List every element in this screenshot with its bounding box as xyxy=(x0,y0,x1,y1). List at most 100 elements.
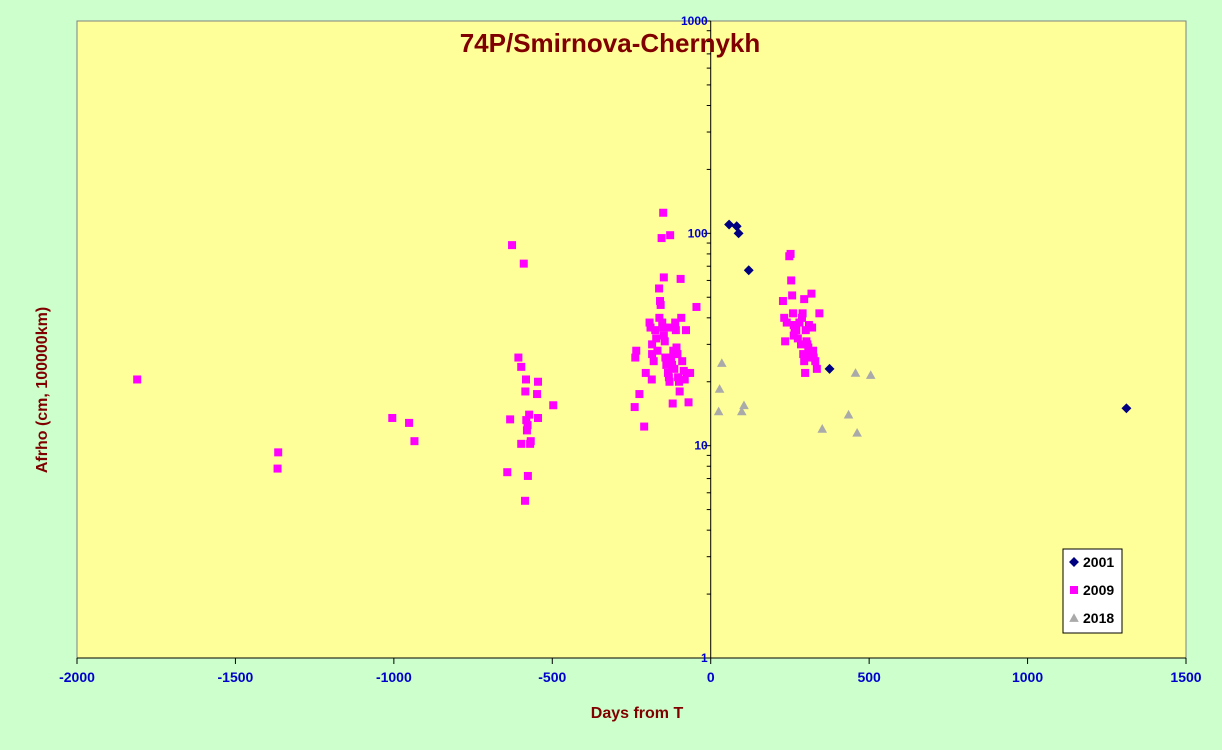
data-point-2009 xyxy=(635,390,644,399)
data-point-2001 xyxy=(743,265,754,276)
data-point-2018 xyxy=(739,400,749,410)
data-point-2009 xyxy=(812,364,821,373)
data-point-2009 xyxy=(665,323,674,332)
x-tick-label: 500 xyxy=(857,669,881,685)
data-point-2009 xyxy=(519,259,528,268)
x-axis-title: Days from T xyxy=(591,705,684,722)
data-point-2018 xyxy=(843,409,854,419)
data-point-2018 xyxy=(865,370,876,379)
data-point-2009 xyxy=(663,368,672,377)
x-tick-label: -1000 xyxy=(376,669,412,685)
data-point-2009 xyxy=(522,416,531,425)
plot-background xyxy=(76,20,1187,659)
data-point-2009 xyxy=(789,331,798,340)
data-point-2009 xyxy=(655,313,664,322)
data-point-2009 xyxy=(653,346,662,355)
legend-label-2001: 2001 xyxy=(1083,554,1114,570)
data-point-2009 xyxy=(274,448,283,457)
data-point-2018 xyxy=(736,406,747,416)
data-point-2009 xyxy=(647,375,656,384)
data-point-2009 xyxy=(405,418,414,427)
x-tick-label: -2000 xyxy=(59,669,95,685)
data-point-2009 xyxy=(651,326,660,335)
data-point-2009 xyxy=(508,241,517,250)
data-point-2009 xyxy=(792,326,801,335)
x-tick-label: 1000 xyxy=(1012,669,1043,685)
data-point-2001 xyxy=(1121,403,1132,414)
data-point-2009 xyxy=(667,353,676,362)
data-point-2009 xyxy=(809,346,818,355)
data-point-2009 xyxy=(630,403,639,412)
data-point-2009 xyxy=(811,357,820,366)
data-point-2009 xyxy=(655,284,664,293)
data-point-2009 xyxy=(807,289,816,298)
data-point-2001 xyxy=(731,221,742,232)
data-point-2009 xyxy=(503,468,512,477)
data-point-2009 xyxy=(795,318,804,327)
data-point-2009 xyxy=(800,295,809,304)
data-point-2009 xyxy=(671,326,680,335)
data-point-2009 xyxy=(525,410,534,419)
data-point-2009 xyxy=(671,318,680,327)
legend-marker-2018 xyxy=(1069,613,1079,622)
data-point-2009 xyxy=(672,343,681,352)
data-point-2009 xyxy=(801,368,810,377)
data-point-2009 xyxy=(522,426,531,435)
data-point-2009 xyxy=(664,373,673,382)
data-point-2009 xyxy=(781,337,790,346)
x-tick-label: -1500 xyxy=(218,669,254,685)
data-point-2009 xyxy=(778,297,787,306)
data-point-2018 xyxy=(852,427,862,437)
data-point-2009 xyxy=(640,422,649,431)
x-tick-label: -500 xyxy=(538,669,566,685)
data-point-2009 xyxy=(533,390,542,399)
data-point-2009 xyxy=(506,415,515,424)
data-point-2009 xyxy=(673,350,682,359)
data-point-2009 xyxy=(800,357,809,366)
data-point-2009 xyxy=(684,398,693,407)
data-point-2009 xyxy=(657,234,666,243)
data-point-2009 xyxy=(658,318,667,327)
chart-title: 74P/Smirnova-Chernykh xyxy=(460,28,761,58)
data-point-2009 xyxy=(648,350,657,359)
data-point-2009 xyxy=(649,357,658,366)
data-point-2009 xyxy=(410,437,419,446)
x-tick-label: 1500 xyxy=(1170,669,1201,685)
data-point-2009 xyxy=(780,313,789,322)
data-point-2009 xyxy=(659,208,668,217)
data-point-2009 xyxy=(789,321,798,330)
legend-marker-2001 xyxy=(1069,557,1079,567)
y-tick-label: 10 xyxy=(694,439,708,453)
data-point-2009 xyxy=(789,309,798,318)
data-point-2018 xyxy=(850,368,861,377)
data-point-2018 xyxy=(714,384,725,393)
data-point-2009 xyxy=(641,368,650,377)
data-point-2009 xyxy=(660,337,669,346)
data-point-2009 xyxy=(786,249,795,258)
y-axis-title: Afrho (cm, 100000km) xyxy=(34,307,51,473)
data-point-2018 xyxy=(713,406,724,416)
legend-marker-2009 xyxy=(1070,586,1078,594)
data-point-2009 xyxy=(659,331,668,340)
x-tick-label: 0 xyxy=(707,669,715,685)
data-point-2009 xyxy=(662,360,671,369)
data-point-2009 xyxy=(815,309,824,318)
data-point-2001 xyxy=(724,219,735,230)
data-point-2009 xyxy=(801,326,810,335)
data-point-2009 xyxy=(521,496,530,505)
data-point-2009 xyxy=(631,353,640,362)
data-point-2009 xyxy=(675,377,684,386)
data-point-2009 xyxy=(659,323,668,332)
y-tick-label: 1 xyxy=(701,651,708,665)
data-point-2009 xyxy=(676,274,685,283)
data-point-2009 xyxy=(668,399,677,408)
data-point-2009 xyxy=(523,471,532,480)
data-point-2009 xyxy=(674,373,683,382)
data-point-2009 xyxy=(656,300,665,309)
data-point-2009 xyxy=(665,377,674,386)
data-point-2009 xyxy=(549,401,558,410)
data-point-2009 xyxy=(678,357,687,366)
data-point-2009 xyxy=(646,323,655,332)
